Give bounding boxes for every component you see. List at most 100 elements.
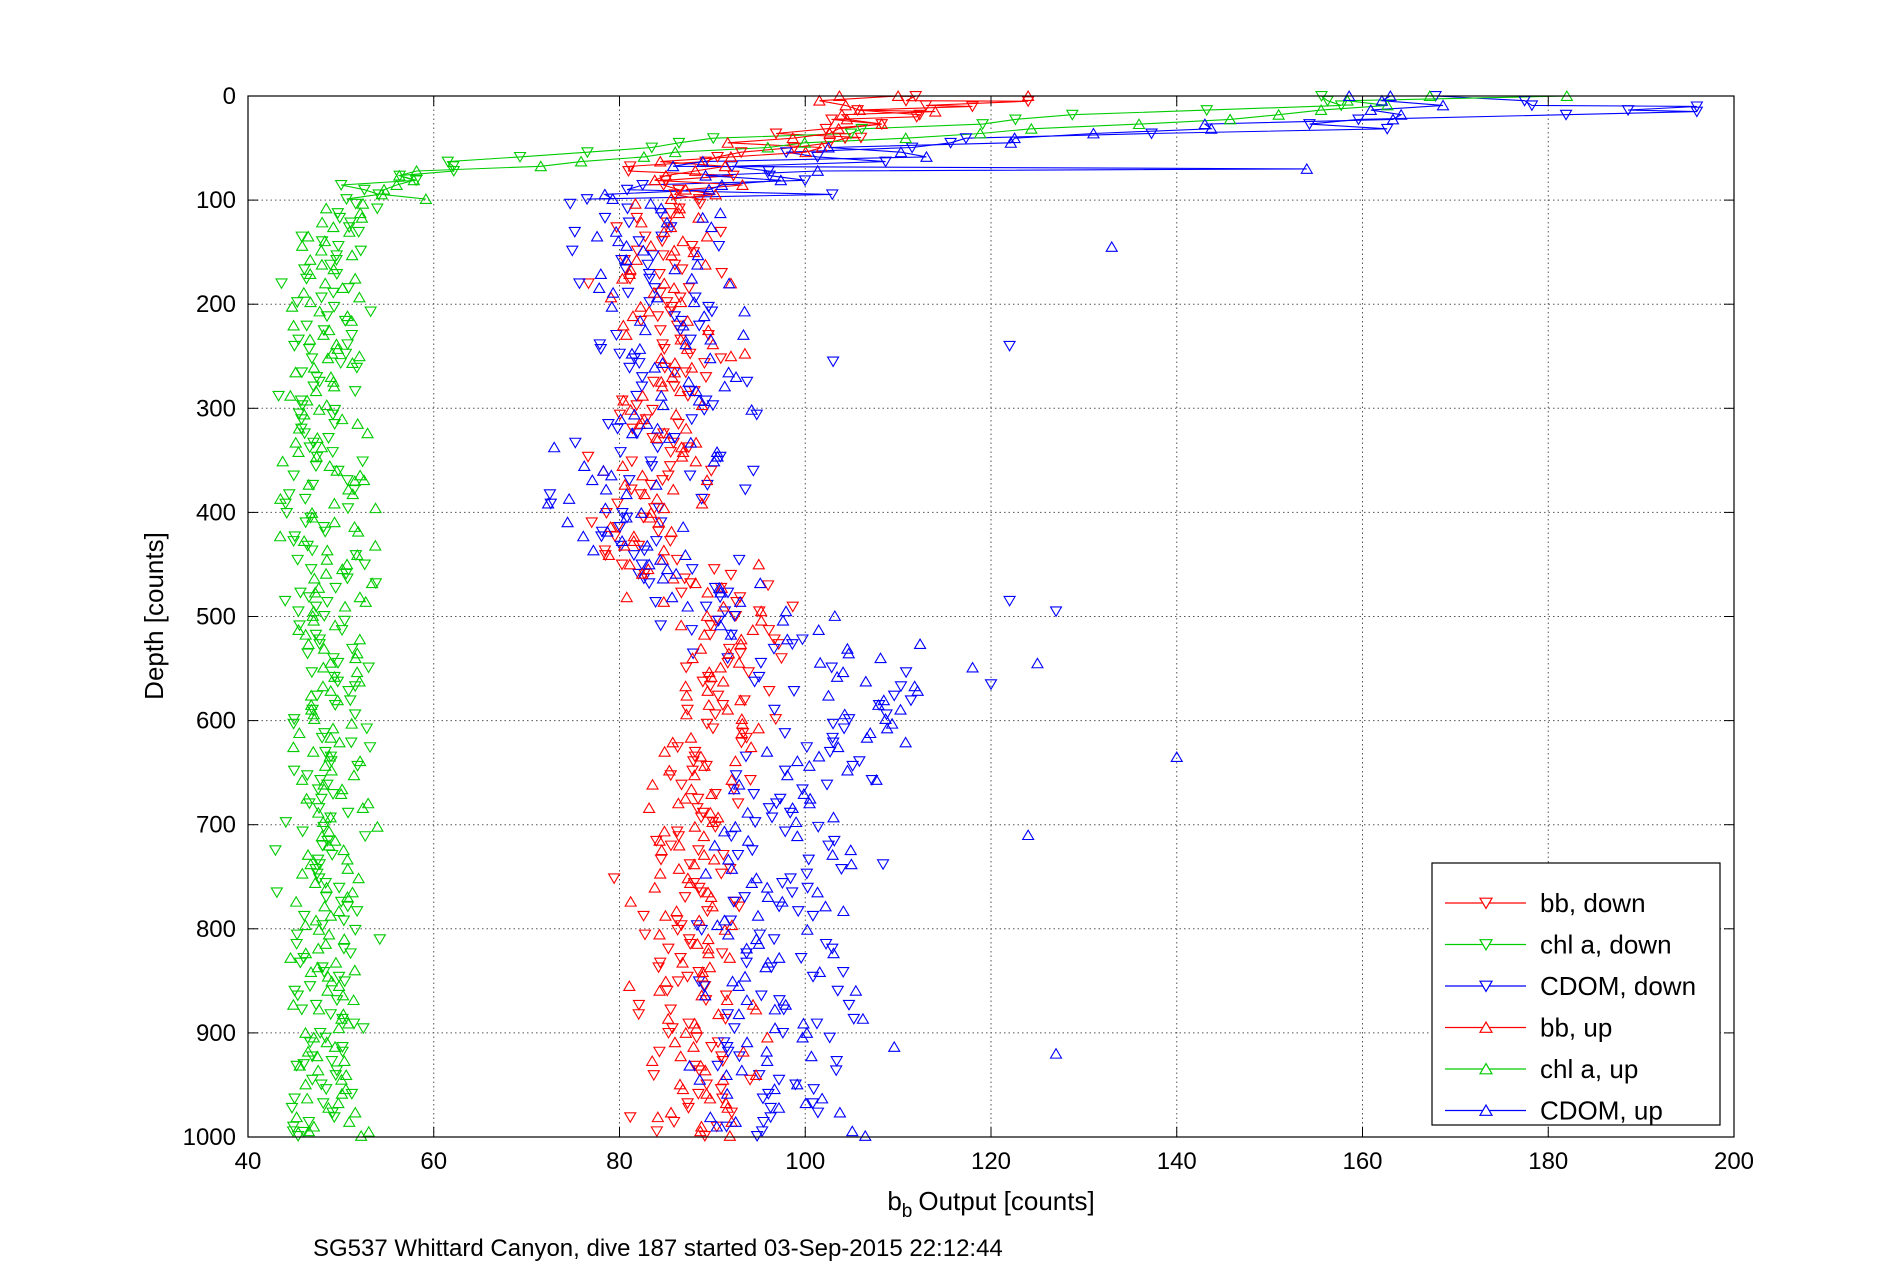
data-point-5 — [752, 937, 766, 949]
data-point-5 — [604, 469, 618, 481]
data-point-5 — [774, 174, 788, 186]
data-point-2 — [635, 381, 649, 393]
data-point-3 — [705, 787, 719, 799]
data-point-3 — [674, 385, 688, 397]
x-tick-label: 160 — [1342, 1148, 1382, 1175]
data-point-0 — [716, 700, 730, 712]
data-point-0 — [699, 372, 713, 384]
data-point-4 — [324, 811, 338, 823]
data-point-4 — [342, 225, 356, 237]
data-point-5 — [826, 848, 840, 860]
data-point-2 — [752, 1070, 766, 1082]
data-point-2 — [795, 634, 809, 646]
data-point-1 — [301, 648, 315, 660]
data-point-2 — [654, 517, 668, 529]
data-point-2 — [636, 180, 650, 192]
data-point-2 — [685, 414, 699, 426]
data-point-3 — [627, 530, 641, 542]
y-tick-label: 800 — [196, 916, 236, 943]
data-point-0 — [692, 967, 706, 979]
data-point-2 — [750, 409, 764, 421]
data-point-2 — [598, 212, 612, 224]
data-point-3 — [618, 478, 632, 490]
data-point-0 — [684, 578, 697, 590]
data-point-3 — [734, 633, 748, 645]
data-point-1 — [844, 128, 858, 140]
data-point-2 — [775, 878, 789, 890]
data-point-5 — [702, 183, 716, 195]
data-point-3 — [720, 994, 734, 1006]
data-point-1 — [329, 1070, 343, 1082]
data-point-0 — [682, 1102, 695, 1114]
data-point-3 — [688, 820, 702, 832]
data-point-5 — [760, 1054, 774, 1066]
data-point-1 — [334, 358, 348, 370]
data-point-3 — [754, 614, 768, 626]
data-point-2 — [846, 760, 860, 772]
data-point-1 — [447, 166, 461, 177]
data-point-5 — [813, 965, 827, 977]
data-point-5 — [711, 450, 724, 462]
data-point-1 — [340, 573, 354, 585]
data-point-4 — [307, 361, 321, 373]
data-point-5 — [797, 787, 811, 799]
data-point-0 — [674, 587, 688, 599]
data-point-2 — [754, 990, 768, 1002]
data-point-5 — [797, 1017, 810, 1029]
data-point-4 — [299, 1026, 312, 1038]
data-point-5 — [721, 928, 735, 940]
data-point-5 — [800, 1026, 814, 1038]
data-point-2 — [757, 1116, 770, 1128]
data-point-1 — [305, 353, 319, 365]
data-point-3 — [694, 642, 708, 654]
data-point-4 — [318, 900, 332, 912]
data-point-5 — [812, 623, 826, 635]
data-point-4 — [285, 300, 299, 312]
data-point-4 — [276, 455, 290, 467]
data-point-2 — [635, 372, 649, 384]
data-point-2 — [823, 746, 837, 758]
data-point-3 — [665, 525, 678, 537]
data-point-0 — [734, 147, 748, 159]
data-point-4 — [761, 141, 775, 153]
data-point-2 — [713, 592, 727, 604]
data-point-4 — [342, 1115, 356, 1127]
data-point-2 — [614, 540, 628, 552]
data-point-5 — [653, 553, 667, 565]
data-point-1 — [309, 461, 323, 473]
data-point-5 — [811, 886, 824, 898]
data-point-5 — [714, 619, 727, 631]
data-point-5 — [885, 717, 899, 729]
data-point-2 — [568, 437, 582, 449]
data-point-5 — [722, 366, 736, 378]
data-point-4 — [407, 174, 421, 186]
data-point-4 — [899, 132, 913, 144]
data-point-1 — [302, 344, 316, 355]
data-point-4 — [330, 464, 344, 476]
data-point-5 — [813, 656, 827, 668]
data-point-3 — [693, 1125, 707, 1137]
data-point-2 — [620, 184, 634, 196]
data-point-1 — [319, 878, 333, 890]
data-point-4 — [339, 1069, 353, 1081]
data-point-5 — [838, 708, 852, 720]
data-point-3 — [679, 183, 693, 195]
data-point-0 — [672, 831, 686, 843]
data-point-0 — [744, 774, 757, 786]
data-point-4 — [574, 155, 588, 167]
data-point-4 — [340, 558, 354, 570]
data-point-0 — [667, 381, 681, 393]
data-point-4 — [346, 886, 359, 898]
data-point-2 — [732, 1051, 746, 1063]
data-point-0 — [786, 601, 800, 613]
data-point-1 — [303, 981, 317, 993]
data-point-2 — [621, 203, 634, 215]
data-point-4 — [299, 1078, 313, 1090]
data-point-2 — [776, 1027, 790, 1039]
data-point-4 — [348, 964, 362, 976]
data-point-5 — [894, 703, 907, 715]
data-point-4 — [312, 1003, 326, 1015]
data-point-1 — [332, 882, 346, 894]
series-line-2 — [586, 95, 1697, 200]
data-point-0 — [711, 151, 725, 163]
